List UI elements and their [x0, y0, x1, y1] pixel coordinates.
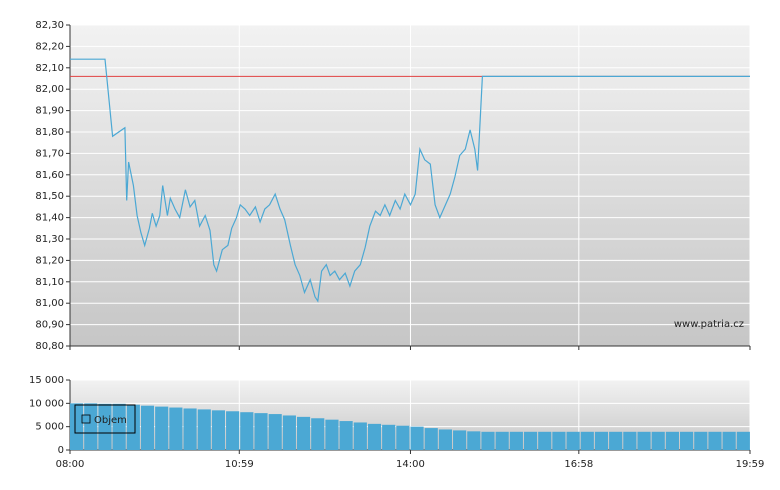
- volume-bar: [623, 431, 637, 450]
- watermark: www.patria.cz: [674, 319, 744, 330]
- volume-bar: [126, 404, 140, 450]
- volume-bar: [155, 406, 169, 450]
- y-tick-label: 81,10: [35, 277, 64, 288]
- volume-bar: [382, 424, 396, 450]
- y-tick-label: 0: [58, 445, 64, 456]
- volume-bar: [197, 409, 211, 450]
- volume-bar: [140, 405, 155, 450]
- x-tick-label: 16:58: [564, 459, 593, 470]
- y-tick-label: 81,00: [35, 298, 64, 309]
- volume-bar: [665, 431, 679, 450]
- y-tick-label: 10 000: [29, 398, 64, 409]
- volume-bar: [467, 431, 481, 450]
- volume-bar: [226, 411, 240, 450]
- volume-bar: [495, 431, 509, 450]
- volume-bar: [296, 416, 311, 450]
- volume-bar: [722, 431, 736, 450]
- y-tick-label: 80,80: [35, 341, 64, 352]
- volume-bar: [268, 414, 282, 450]
- volume-bar: [311, 418, 325, 450]
- volume-bar: [566, 431, 580, 450]
- y-tick-label: 81,30: [35, 234, 64, 245]
- volume-bar: [438, 429, 453, 450]
- volume-bar: [651, 431, 665, 450]
- volume-bar: [680, 431, 694, 450]
- volume-bar: [538, 431, 552, 450]
- volume-bar: [594, 431, 609, 450]
- x-tick-label: 14:00: [396, 459, 425, 470]
- volume-bar: [552, 431, 566, 450]
- volume-bar: [98, 403, 112, 450]
- legend-label: Objem: [94, 415, 127, 426]
- volume-bar: [694, 431, 708, 450]
- volume-bar: [523, 431, 538, 450]
- volume-bar: [211, 410, 226, 450]
- volume-bar: [424, 428, 438, 450]
- volume-bar: [169, 407, 183, 450]
- volume-bar: [509, 431, 523, 450]
- volume-bar: [70, 403, 84, 450]
- volume-bar: [396, 425, 410, 450]
- y-tick-label: 82,20: [35, 41, 64, 52]
- volume-bar: [609, 431, 623, 450]
- volume-bar: [112, 403, 126, 450]
- x-tick-label: 19:59: [736, 459, 765, 470]
- y-tick-label: 81,70: [35, 148, 64, 159]
- volume-bar: [282, 415, 296, 450]
- y-tick-label: 5 000: [35, 422, 64, 433]
- volume-bar: [481, 431, 495, 450]
- legend-swatch: [81, 414, 91, 424]
- volume-bar: [325, 419, 339, 450]
- y-tick-label: 81,20: [35, 255, 64, 266]
- volume-bar: [580, 431, 594, 450]
- volume-bar: [736, 431, 750, 450]
- y-tick-label: 82,00: [35, 84, 64, 95]
- volume-bar: [410, 426, 424, 450]
- x-tick-label: 10:59: [225, 459, 254, 470]
- y-tick-label: 82,10: [35, 63, 64, 74]
- y-tick-label: 81,50: [35, 191, 64, 202]
- volume-bar: [637, 431, 651, 450]
- legend-box: [74, 404, 136, 434]
- price-line: [70, 58, 750, 303]
- volume-bar: [84, 403, 98, 450]
- volume-bar: [339, 421, 353, 450]
- x-tick-label: 08:00: [56, 459, 85, 470]
- y-tick-label: 15 000: [29, 375, 64, 386]
- volume-bar: [453, 430, 467, 450]
- y-tick-label: 80,90: [35, 320, 64, 331]
- volume-bar: [367, 423, 382, 450]
- volume-bar: [254, 413, 268, 450]
- volume-bar: [708, 431, 722, 450]
- y-tick-label: 82,30: [35, 20, 64, 31]
- y-tick-label: 81,40: [35, 213, 64, 224]
- y-tick-label: 81,60: [35, 170, 64, 181]
- volume-bar: [240, 412, 254, 450]
- y-tick-label: 81,90: [35, 106, 64, 117]
- volume-bar: [183, 408, 197, 450]
- volume-bar: [353, 422, 367, 450]
- y-tick-label: 81,80: [35, 127, 64, 138]
